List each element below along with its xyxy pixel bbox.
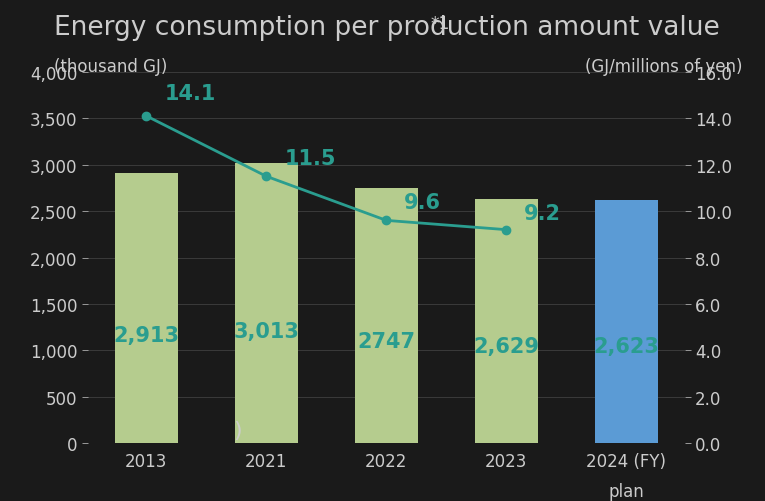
Text: plan: plan	[608, 482, 644, 500]
Bar	[115, 173, 177, 443]
Text: 2,629: 2,629	[474, 336, 539, 356]
Text: (GJ/millions of yen): (GJ/millions of yen)	[584, 58, 742, 76]
Text: 2747: 2747	[357, 332, 415, 352]
Text: (thousand GJ): (thousand GJ)	[54, 58, 167, 76]
Text: 3,013: 3,013	[233, 322, 299, 342]
Bar	[355, 189, 418, 443]
Bar	[475, 200, 538, 443]
Text: *1: *1	[430, 15, 450, 33]
Text: Energy consumption per production amount value: Energy consumption per production amount…	[54, 15, 719, 41]
Text: 2,913: 2,913	[113, 326, 179, 345]
Text: 9.2: 9.2	[524, 203, 562, 223]
Text: 11.5: 11.5	[285, 149, 336, 169]
Text: 14.1: 14.1	[164, 84, 216, 104]
Text: ): )	[233, 421, 242, 440]
Text: 2,623: 2,623	[594, 336, 659, 356]
Text: 9.6: 9.6	[405, 193, 441, 213]
Bar	[235, 164, 298, 443]
Bar	[595, 200, 658, 443]
